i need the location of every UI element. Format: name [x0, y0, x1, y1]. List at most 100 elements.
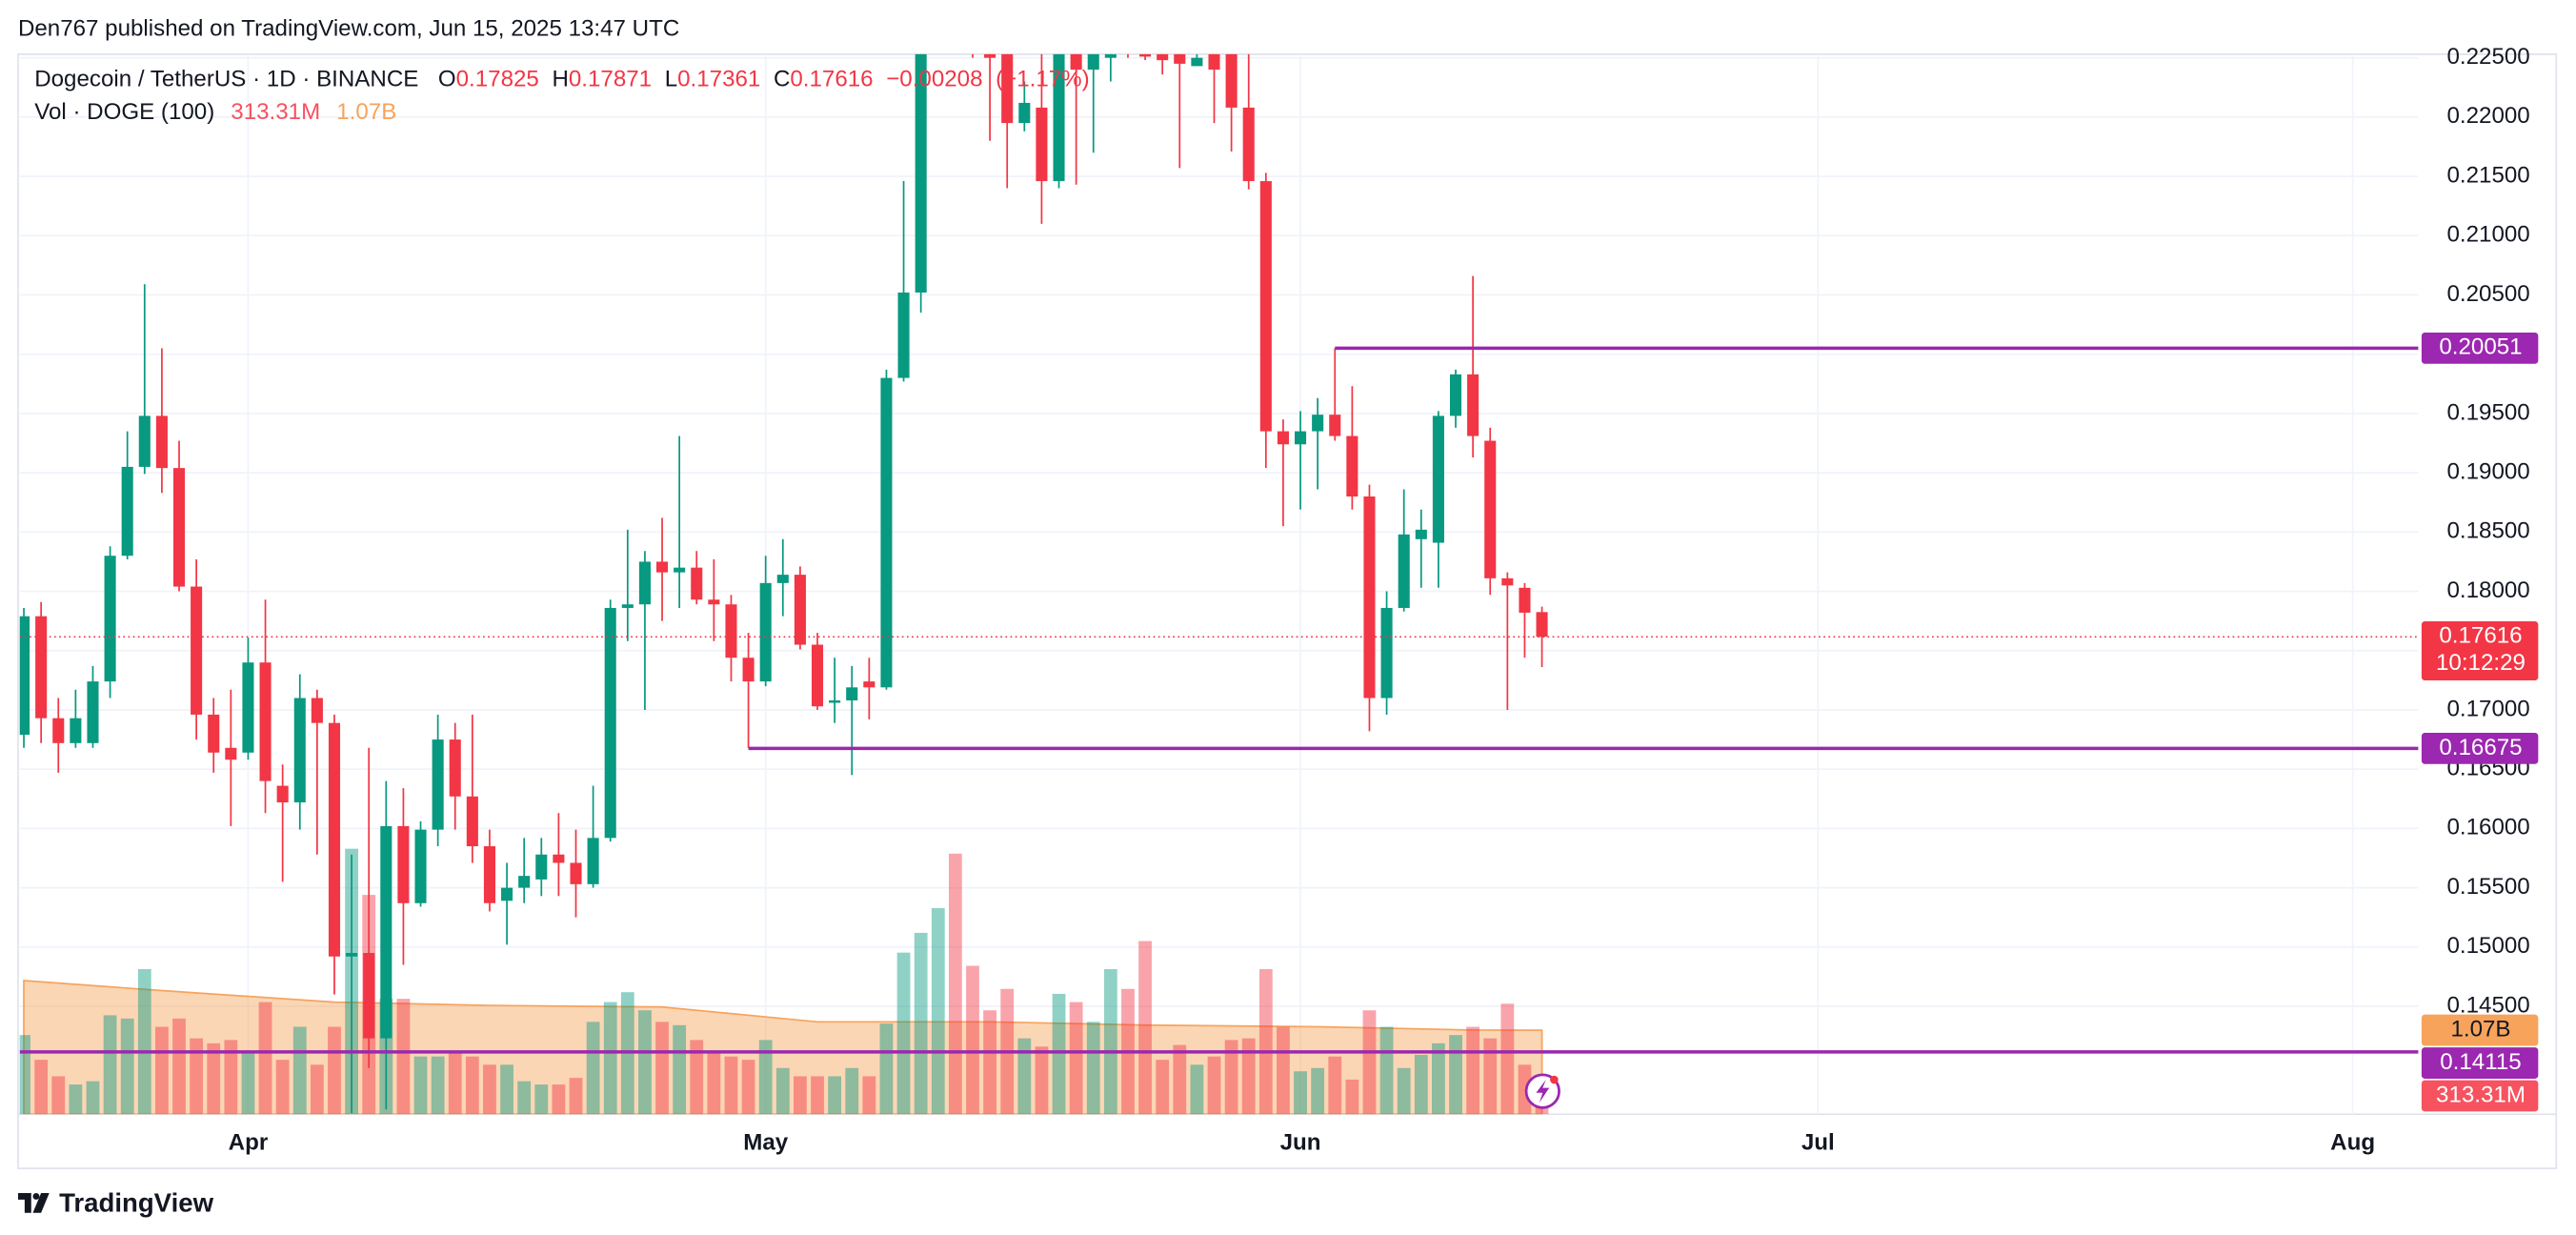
volume-bar: [34, 1060, 49, 1115]
candle-body: [70, 718, 82, 743]
candle-body: [1225, 53, 1238, 108]
candle-body: [208, 714, 220, 753]
volume-bar: [1294, 1071, 1307, 1115]
volume-bar: [552, 1084, 566, 1115]
candle-body: [1259, 181, 1272, 432]
candle-body: [1277, 431, 1289, 445]
candle-body: [1191, 57, 1203, 67]
volume-bar: [292, 1026, 307, 1115]
volume-bar: [1138, 941, 1152, 1115]
candle-body: [621, 604, 634, 608]
candle-body: [880, 377, 893, 688]
candle-body: [1312, 415, 1324, 432]
candle-body: [1208, 53, 1220, 71]
candle-body: [191, 586, 203, 715]
volume-bar: [948, 853, 962, 1115]
candle-body: [449, 739, 461, 797]
volume-bar: [1414, 1054, 1428, 1115]
candle-body: [604, 607, 616, 839]
candle-body: [1087, 53, 1099, 71]
candle-body: [518, 876, 531, 888]
candle-body: [1432, 415, 1444, 543]
candle-body: [1295, 431, 1307, 445]
volume-label: 313.31M: [2436, 1082, 2526, 1107]
candle-body: [915, 53, 927, 294]
volume-bar: [483, 1064, 496, 1115]
o-value: 0.17825: [456, 67, 539, 92]
volume-bar: [1277, 1026, 1290, 1115]
candle-body: [691, 567, 703, 600]
volume-bar: [328, 1026, 341, 1115]
volume-bar: [1103, 968, 1117, 1115]
volume-bar: [690, 1040, 704, 1115]
x-tick-label: May: [743, 1130, 789, 1156]
volume-bar: [1086, 1022, 1100, 1115]
x-tick-label: Aug: [2330, 1130, 2375, 1156]
volume-bar: [1190, 1064, 1204, 1115]
y-tick-label: 0.15500: [2446, 874, 2529, 900]
volume-bar: [1466, 1026, 1480, 1115]
volume-bar: [879, 1023, 894, 1115]
volume-bar: [638, 1010, 652, 1115]
candle-body: [846, 687, 858, 701]
published-line: Den767 published on TradingView.com, Jun…: [18, 15, 679, 41]
candle-body: [225, 747, 237, 760]
volume-bar: [983, 1010, 996, 1115]
candle-body: [1070, 53, 1082, 71]
candle-body: [328, 722, 341, 957]
candle-body: [1519, 587, 1531, 613]
volume-bar: [931, 907, 945, 1115]
y-tick-label: 0.15000: [2446, 933, 2529, 959]
y-tick-label: 0.16000: [2446, 815, 2529, 840]
candle-body: [1157, 53, 1169, 61]
volume-bar: [586, 1022, 600, 1115]
level-label: 0.20051: [2439, 334, 2522, 360]
volume-bar: [1362, 1010, 1377, 1115]
candle-body: [1467, 374, 1479, 436]
candle-body: [708, 599, 720, 605]
candle-body: [380, 825, 392, 1039]
candle-body: [674, 567, 686, 573]
volume-bar: [413, 1056, 428, 1115]
candle-body: [1484, 440, 1497, 578]
candle-body: [432, 739, 444, 830]
y-tick-label: 0.21000: [2446, 222, 2529, 248]
volume-bar: [86, 1081, 100, 1115]
volume-bar: [1500, 1003, 1515, 1115]
plot: [19, 53, 2419, 1115]
volume-bar: [258, 1002, 272, 1115]
candle-body: [553, 854, 565, 863]
volume-bar: [1345, 1079, 1359, 1115]
candle-body: [259, 662, 272, 781]
volume-bar: [1035, 1046, 1049, 1115]
volume-bar: [448, 1051, 462, 1115]
candle-body: [638, 561, 651, 605]
volume-bar: [120, 1018, 134, 1115]
candle-body: [725, 604, 737, 658]
c-value: 0.17616: [790, 67, 873, 92]
volume-bar: [862, 1076, 876, 1115]
volume-bar: [758, 1040, 773, 1115]
candle-body: [35, 616, 48, 719]
axis: 0.145000.150000.155000.160000.165000.170…: [229, 44, 2539, 1156]
volume-bar: [775, 1067, 790, 1115]
volume-bar: [845, 1067, 859, 1115]
volume-bar: [396, 999, 411, 1115]
candle-body: [1018, 102, 1031, 124]
volume-bar: [1518, 1064, 1532, 1115]
candle-body: [656, 561, 669, 573]
candle-body: [811, 644, 824, 707]
legend-price: Dogecoin / TetherUS · 1D · BINANCE O0.17…: [34, 67, 1089, 92]
volume-bar: [1241, 1038, 1256, 1115]
volume-bar: [137, 968, 151, 1115]
candle-body: [172, 468, 186, 587]
x-tick-label: Apr: [229, 1130, 269, 1156]
candle-body: [19, 616, 30, 736]
symbol: Dogecoin / TetherUS · 1D · BINANCE: [34, 67, 418, 92]
volume-bar: [241, 1051, 255, 1115]
candle-body: [276, 785, 289, 803]
last-price-label: 0.17616: [2439, 623, 2522, 649]
volume-bar: [1207, 1056, 1221, 1115]
